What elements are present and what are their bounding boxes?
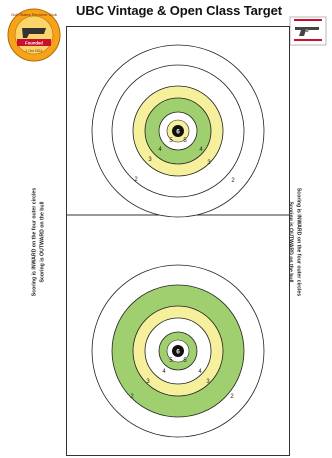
score-2b: 2: [231, 178, 235, 184]
score-2b: 2: [230, 394, 234, 400]
score-5b: 5: [183, 138, 187, 144]
revolver-logo-icon: [289, 16, 327, 46]
score-2a: 2: [130, 394, 134, 400]
score-4b: 4: [199, 147, 203, 153]
score-3a: 3: [146, 379, 150, 385]
score-4a: 4: [158, 147, 162, 153]
club-emblem-icon: Gulf States Revolver Club Founded 1 Oct …: [7, 8, 61, 62]
logo-text-bottom: 1 Oct 2011: [25, 49, 42, 53]
page-title: UBC Vintage & Open Class Target: [76, 3, 282, 18]
side-instruction-left-2: Scoring is OUTWARD on the bull: [39, 201, 46, 283]
score-3b: 3: [207, 160, 211, 166]
bull: [172, 125, 184, 137]
score-5a: 5: [169, 358, 173, 364]
score-4a: 4: [162, 369, 166, 375]
target-1: 6 5 5 4 4 3 3 2 2: [91, 44, 265, 218]
score-2a: 2: [134, 177, 138, 183]
logo-text-badge: Founded: [25, 40, 43, 45]
score-4b: 4: [198, 369, 202, 375]
target-2: 6 5 5 4 4 3 3 2 2: [91, 264, 265, 438]
score-5b: 5: [183, 358, 187, 364]
target-frame: 6 5 5 4 4 3 3 2 2 6 5 5 4 4 3 3 2: [66, 26, 290, 456]
score-bull: 6: [176, 348, 180, 355]
score-3b: 3: [206, 379, 210, 385]
side-instruction-right-1: Scoring is INWARD on the four outer circ…: [295, 187, 302, 297]
score-bull: 6: [176, 128, 180, 135]
logo-text-top: Gulf States Revolver Club: [11, 12, 58, 17]
score-3a: 3: [148, 157, 152, 163]
side-instruction-left-1: Scoring is INWARD on the four outer circ…: [31, 187, 38, 297]
bull: [172, 345, 184, 357]
score-5a: 5: [169, 138, 173, 144]
